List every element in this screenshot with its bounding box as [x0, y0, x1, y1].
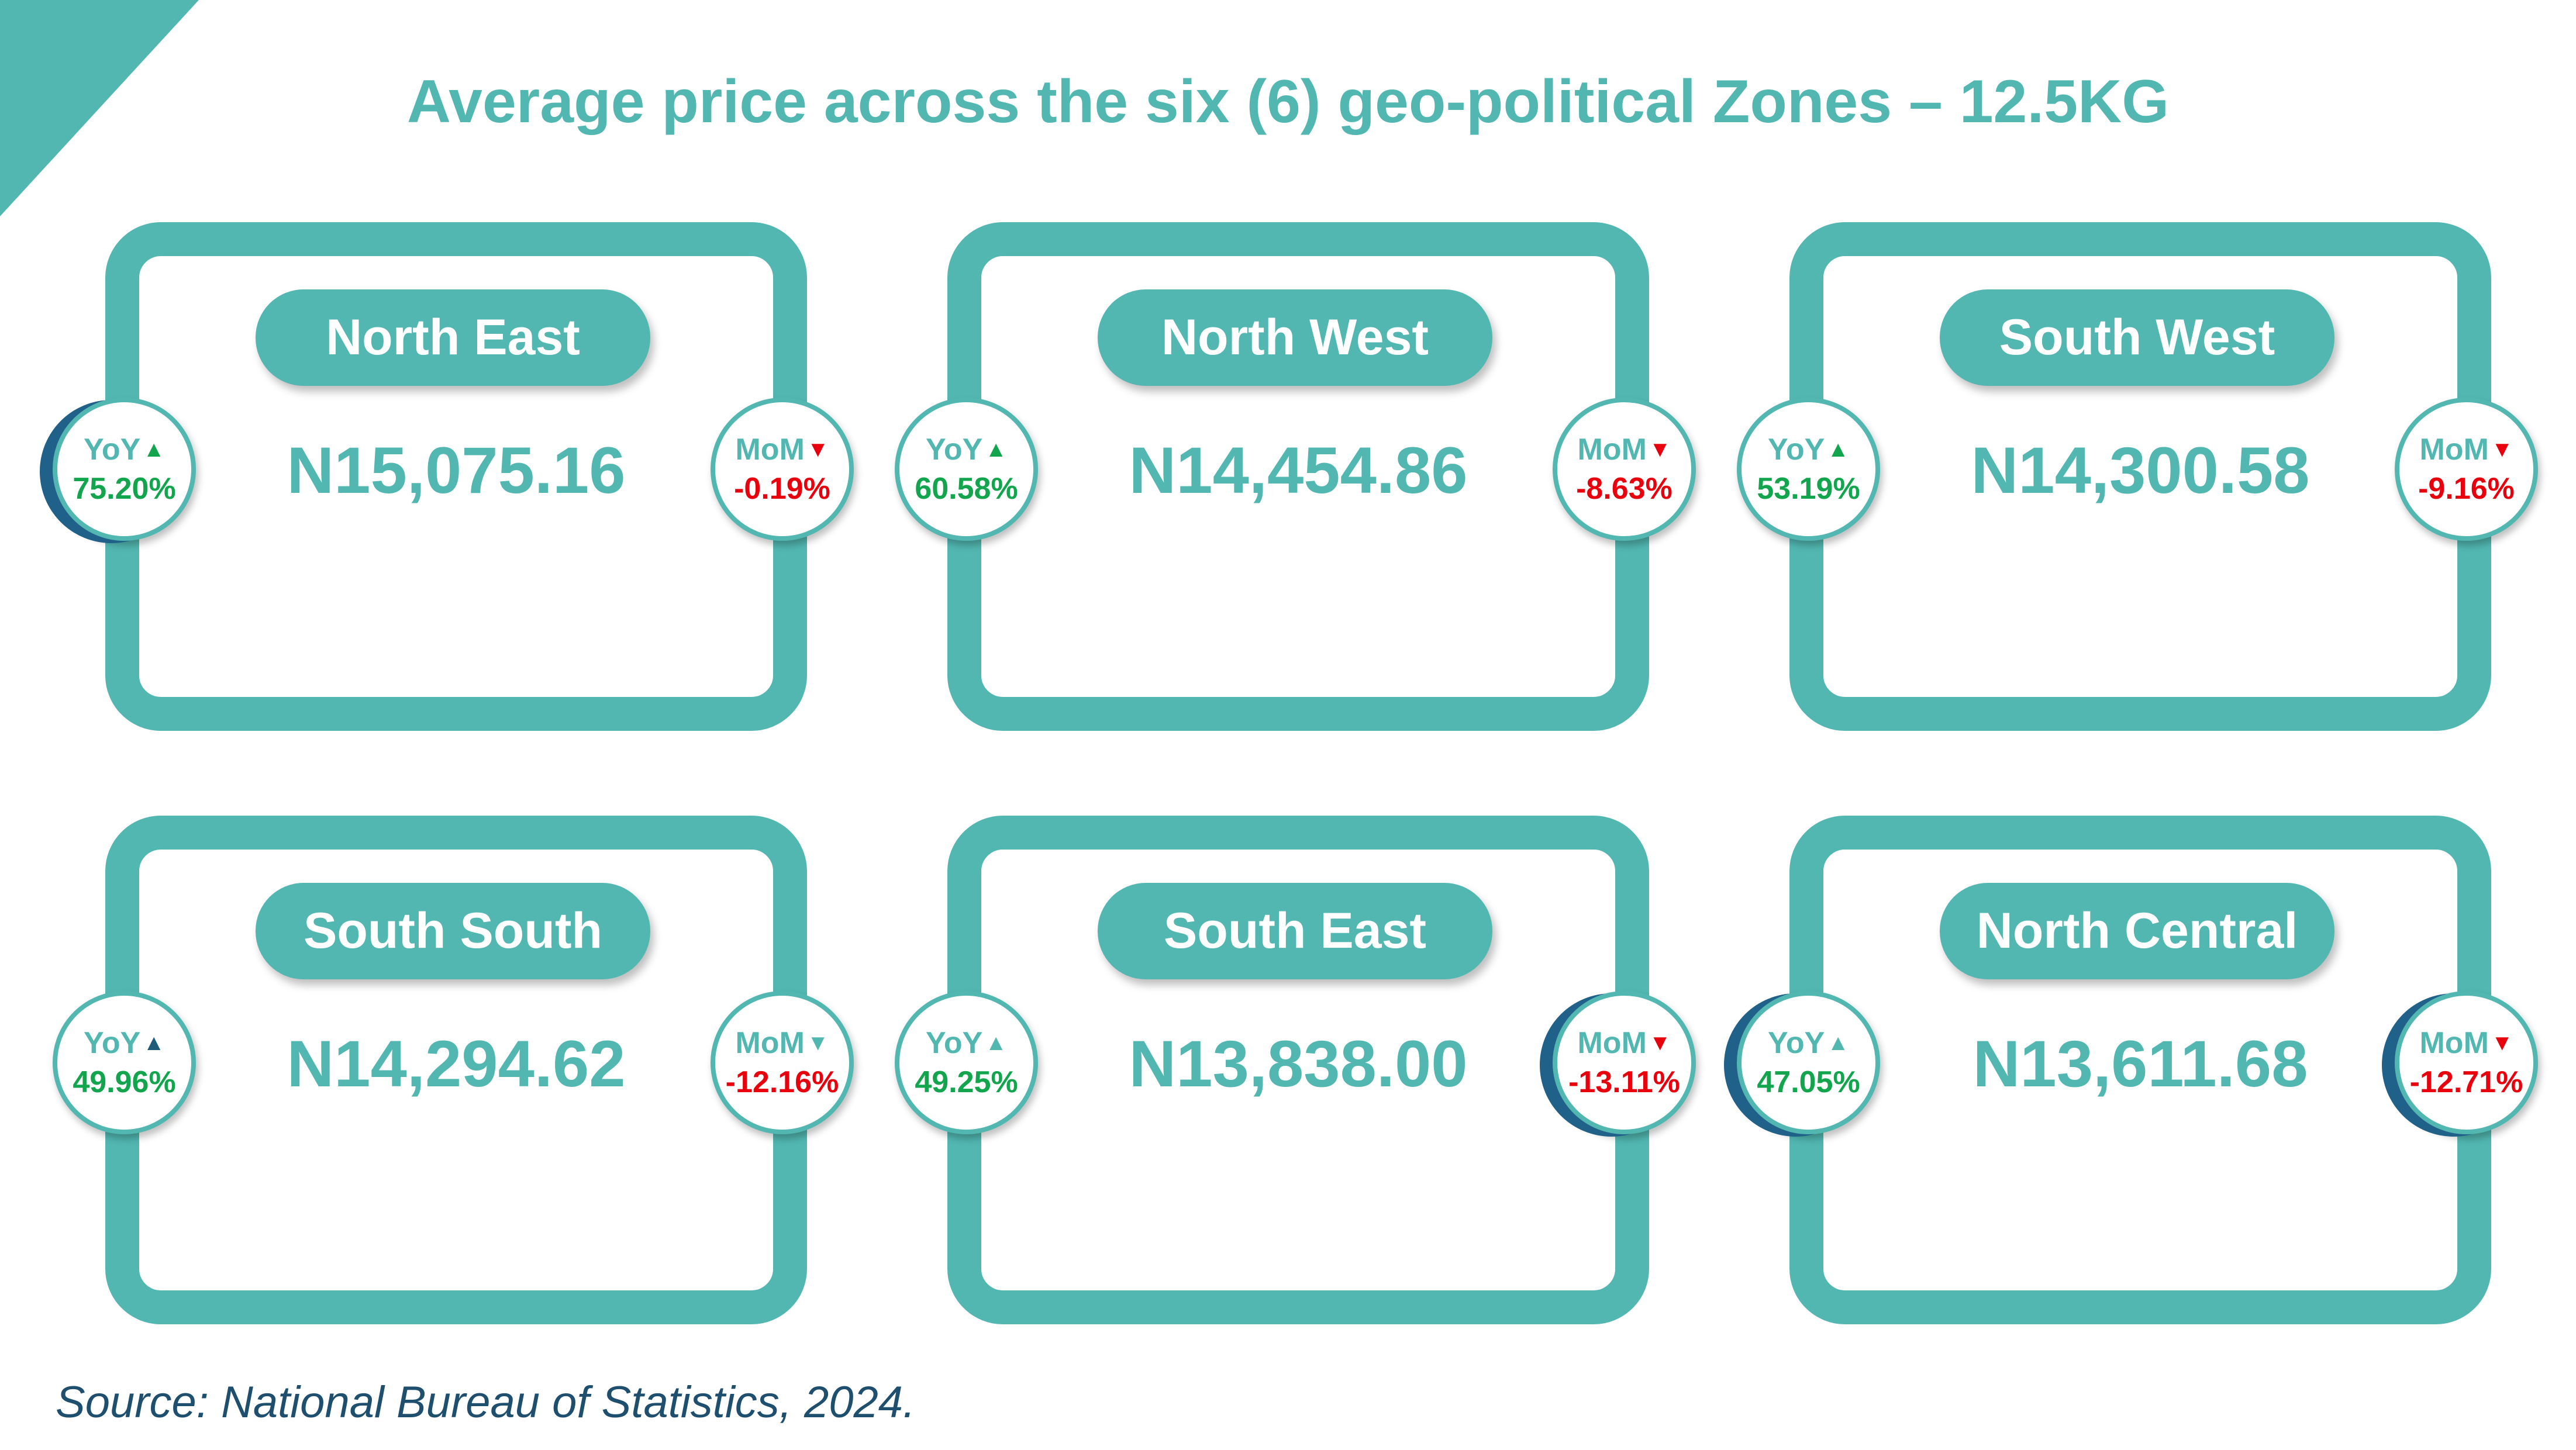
yoy-label: YoY: [926, 432, 983, 467]
yoy-value: 49.25%: [915, 1065, 1018, 1099]
down-arrow-icon: ▼: [1649, 437, 1671, 462]
mom-label: MoM: [735, 432, 805, 467]
up-arrow-icon: ▲: [143, 1030, 165, 1055]
zone-card-north-central: North Central N13,611.68 YoY ▲ 47.05% MoM…: [1737, 816, 2538, 1324]
zone-name: North West: [1098, 289, 1492, 386]
zone-name: South South: [256, 883, 650, 979]
mom-badge: MoM ▼ -8.63%: [1553, 398, 1696, 541]
zone-card-north-west: North West N14,454.86 YoY ▲ 60.58% MoM ▼ -…: [895, 222, 1696, 731]
mom-label: MoM: [735, 1026, 805, 1060]
yoy-badge: YoY ▲ 60.58%: [895, 398, 1038, 541]
down-arrow-icon: ▼: [2491, 437, 2513, 462]
zone-name: South East: [1098, 883, 1492, 979]
page-title: Average price across the six (6) geo-pol…: [406, 68, 2170, 136]
down-arrow-icon: ▼: [806, 1030, 829, 1055]
zone-name: North East: [256, 289, 650, 386]
up-arrow-icon: ▲: [985, 1030, 1007, 1055]
mom-badge: MoM ▼ -0.19%: [711, 398, 854, 541]
down-arrow-icon: ▼: [2491, 1030, 2513, 1055]
yoy-label: YoY: [1768, 1026, 1825, 1060]
mom-label: MoM: [1577, 1026, 1647, 1060]
yoy-value: 47.05%: [1757, 1065, 1860, 1099]
up-arrow-icon: ▲: [143, 437, 165, 462]
zone-card-north-east: North East N15,075.16 YoY ▲ 75.20% MoM ▼ -…: [53, 222, 854, 731]
zone-name: North Central: [1940, 883, 2334, 979]
yoy-label: YoY: [84, 432, 141, 467]
zone-price: N15,075.16: [287, 434, 626, 507]
mom-value: -8.63%: [1576, 471, 1672, 506]
zone-card-south-east: South East N13,838.00 YoY ▲ 49.25% MoM ▼ -…: [895, 816, 1696, 1324]
mom-value: -12.16%: [725, 1065, 839, 1099]
yoy-value: 49.96%: [73, 1065, 176, 1099]
zone-price: N13,838.00: [1129, 1027, 1468, 1100]
mom-badge: MoM ▼ -13.11%: [1553, 991, 1696, 1134]
up-arrow-icon: ▲: [1827, 437, 1849, 462]
yoy-badge: YoY ▲ 53.19%: [1737, 398, 1880, 541]
yoy-badge: YoY ▲ 75.20%: [53, 398, 196, 541]
zone-name: South West: [1940, 289, 2334, 386]
yoy-badge: YoY ▲ 47.05%: [1737, 991, 1880, 1134]
mom-value: -9.16%: [2418, 471, 2515, 506]
yoy-badge: YoY ▲ 49.25%: [895, 991, 1038, 1134]
mom-label: MoM: [2419, 432, 2489, 467]
mom-label: MoM: [1577, 432, 1647, 467]
mom-label: MoM: [2419, 1026, 2489, 1060]
down-arrow-icon: ▼: [1649, 1030, 1671, 1055]
zone-price: N14,300.58: [1971, 434, 2310, 507]
zone-card-south-west: South West N14,300.58 YoY ▲ 53.19% MoM ▼ -…: [1737, 222, 2538, 731]
yoy-badge: YoY ▲ 49.96%: [53, 991, 196, 1134]
yoy-value: 60.58%: [915, 471, 1018, 506]
yoy-label: YoY: [1768, 432, 1825, 467]
yoy-value: 75.20%: [73, 471, 176, 506]
zone-price: N13,611.68: [1972, 1027, 2308, 1100]
down-arrow-icon: ▼: [806, 437, 829, 462]
mom-value: -0.19%: [734, 471, 830, 506]
mom-badge: MoM ▼ -9.16%: [2395, 398, 2538, 541]
mom-badge: MoM ▼ -12.16%: [711, 991, 854, 1134]
mom-badge: MoM ▼ -12.71%: [2395, 991, 2538, 1134]
zone-price: N14,454.86: [1129, 434, 1468, 507]
zone-card-south-south: South South N14,294.62 YoY ▲ 49.96% MoM ▼ …: [53, 816, 854, 1324]
yoy-label: YoY: [926, 1026, 983, 1060]
up-arrow-icon: ▲: [1827, 1030, 1849, 1055]
yoy-value: 53.19%: [1757, 471, 1860, 506]
up-arrow-icon: ▲: [985, 437, 1007, 462]
mom-value: -12.71%: [2409, 1065, 2523, 1099]
card-frame: [1789, 222, 2491, 731]
source-note: Source: National Bureau of Statistics, 2…: [56, 1378, 916, 1427]
mom-value: -13.11%: [1568, 1065, 1680, 1099]
zone-price: N14,294.62: [287, 1027, 626, 1100]
yoy-label: YoY: [84, 1026, 141, 1060]
